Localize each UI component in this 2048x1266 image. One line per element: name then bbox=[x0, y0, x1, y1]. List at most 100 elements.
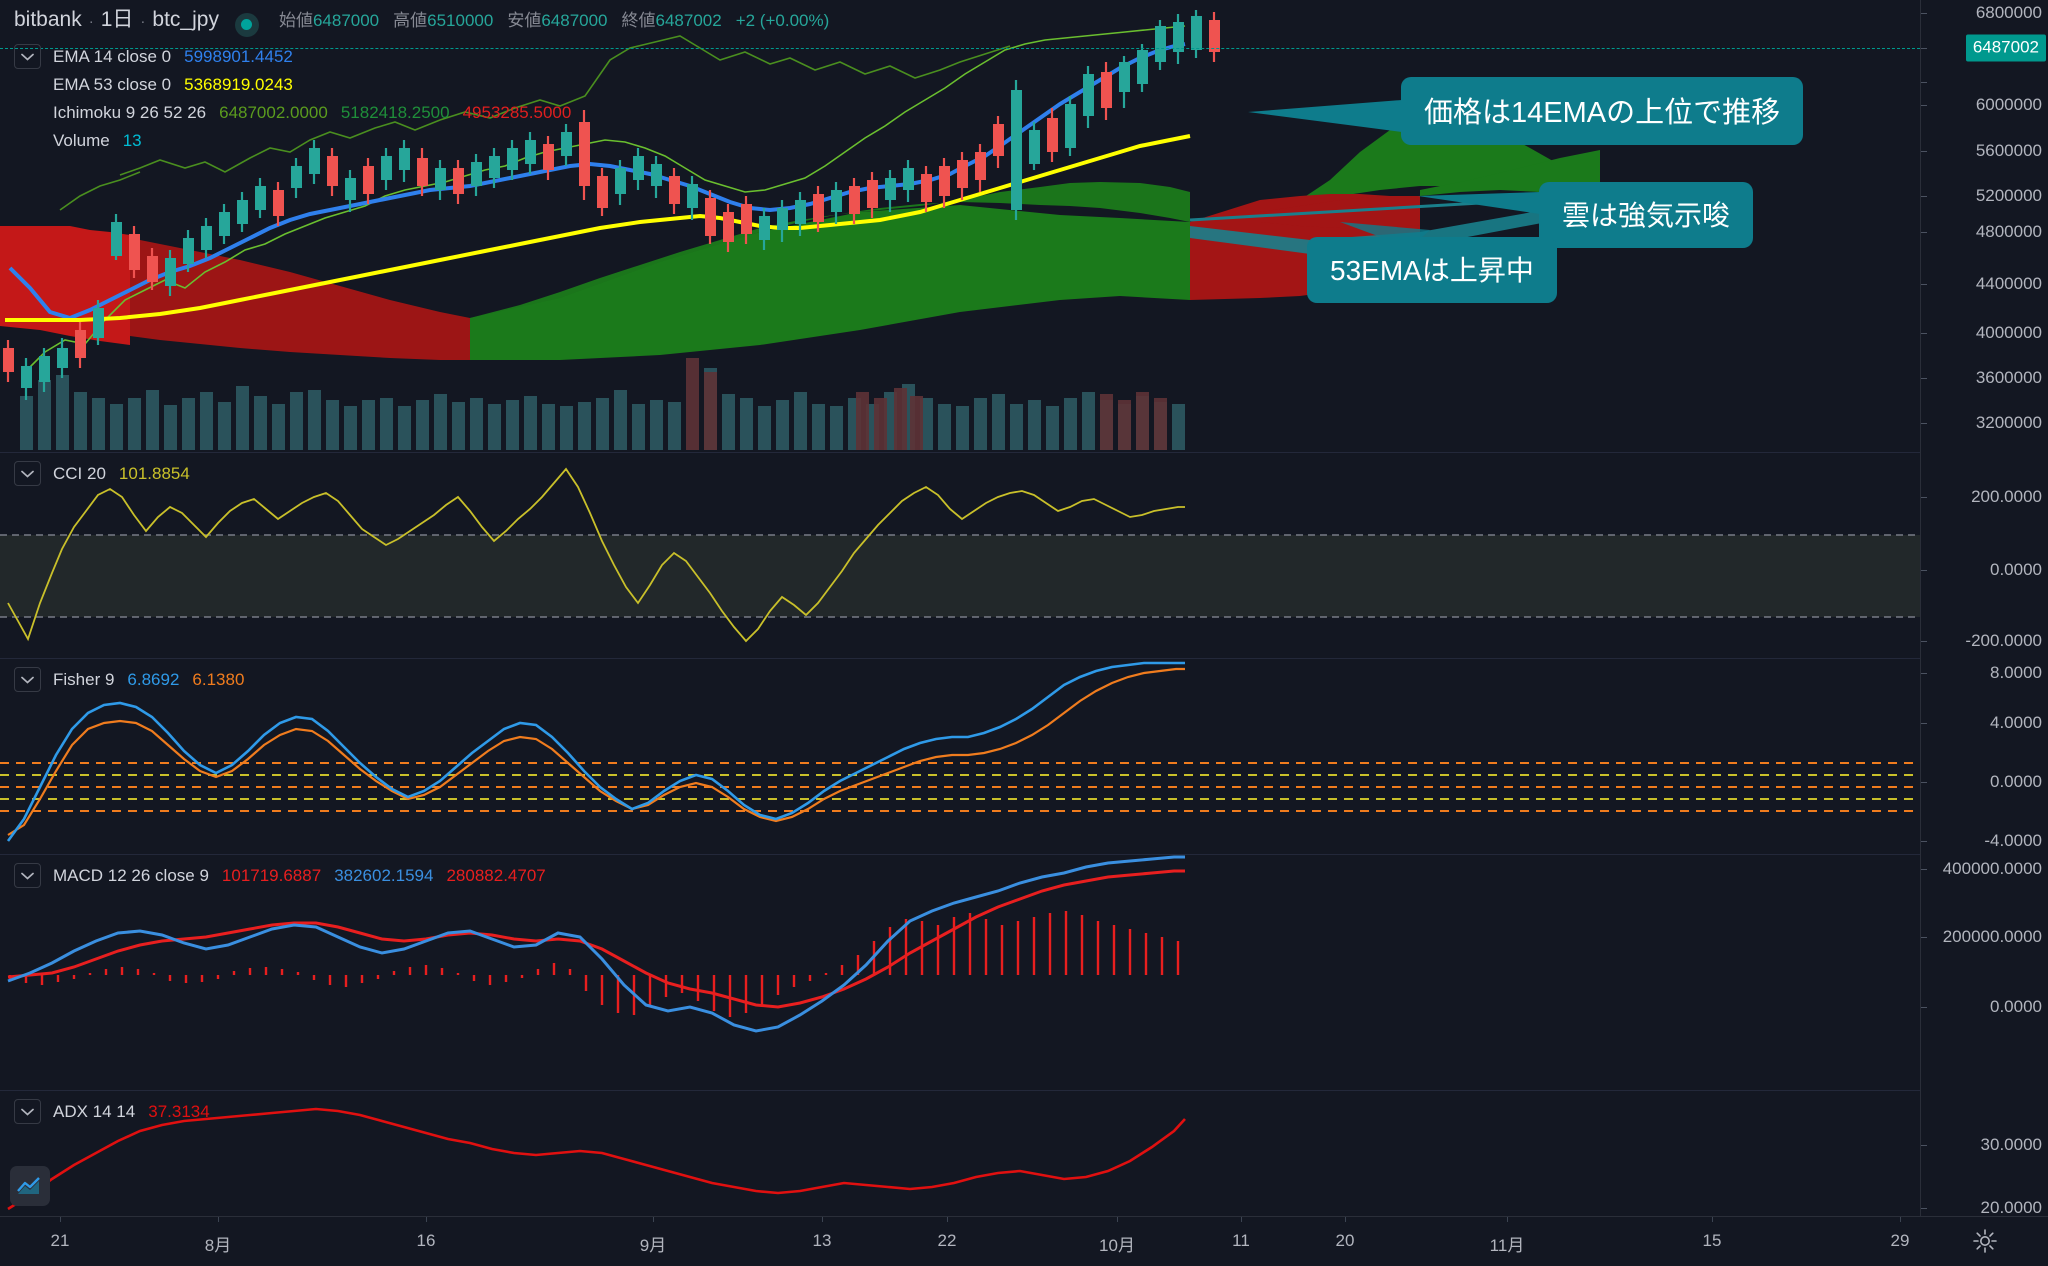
legend-row-ema14[interactable]: EMA 14 close 0 5998901.4452 bbox=[14, 44, 584, 69]
collapse-fisher-button[interactable] bbox=[14, 667, 41, 692]
price-tick-3600000: 3600000 bbox=[1975, 368, 2042, 387]
price-pane[interactable]: EMA 14 close 0 5998901.4452 EMA 53 close… bbox=[0, 0, 1920, 452]
time-label-5: 22 bbox=[937, 1231, 957, 1250]
annotation-53ema-rising[interactable]: 53EMAは上昇中 bbox=[1308, 238, 1556, 302]
gear-icon[interactable] bbox=[1972, 1228, 1998, 1254]
fisher-line bbox=[6, 661, 1185, 842]
adx-tick-20: 20.0000 bbox=[1980, 1198, 2042, 1217]
price-tick-4400000: 4400000 bbox=[1975, 274, 2042, 293]
macd-histogram bbox=[8, 911, 1180, 1017]
cci-pane-graphics bbox=[0, 467, 1920, 643]
current-price-badge: 6487002 bbox=[1965, 34, 2046, 62]
legend-title-adx: ADX 14 14 bbox=[53, 1101, 136, 1121]
legend-row-cci[interactable]: CCI 20 101.8854 bbox=[14, 461, 203, 486]
annotation-text-1: 価格は14EMAの上位で推移 bbox=[1424, 97, 1781, 129]
legend-value-ichimoku-kijun: 5182418.2500 bbox=[340, 102, 450, 122]
legend-row-ichimoku[interactable]: Ichimoku 9 26 52 26 6487002.0000 5182418… bbox=[14, 100, 584, 125]
legend-row-macd[interactable]: MACD 12 26 close 9 101719.6887 382602.15… bbox=[14, 863, 559, 888]
logo-glyph-icon bbox=[17, 1177, 40, 1194]
price-tick-5600000: 5600000 bbox=[1975, 141, 2042, 160]
macd-tick-200000: 200000.0000 bbox=[1942, 927, 2042, 946]
legend-value-cci: 101.8854 bbox=[118, 463, 190, 483]
legend-title-ichimoku: Ichimoku 9 26 52 26 bbox=[53, 102, 207, 122]
legend-row-ema53[interactable]: EMA 53 close 0 5368919.0243 bbox=[14, 72, 584, 97]
fisher-pane[interactable]: Fisher 9 6.8692 6.1380 bbox=[0, 659, 1920, 854]
annotation-price-above-14ema[interactable]: 価格は14EMAの上位で推移 bbox=[1402, 78, 1803, 144]
ohlc-values: 始値 6487000 高値 6510000 安値 6487000 終値 6487… bbox=[279, 6, 829, 31]
collapse-macd-button[interactable] bbox=[14, 863, 41, 888]
cci-tick-neg200: -200.0000 bbox=[1965, 631, 2042, 650]
chevron-down-icon bbox=[21, 872, 34, 880]
exchange-name[interactable]: bitbank bbox=[14, 8, 82, 31]
macd-pane[interactable]: MACD 12 26 close 9 101719.6887 382602.15… bbox=[0, 855, 1920, 1090]
price-pane-graphics bbox=[0, 10, 1601, 450]
annotation-cloud-bullish[interactable]: 雲は強気示唆 bbox=[1540, 183, 1753, 247]
time-axis[interactable]: 21 8月 16 9月 13 22 10月 11 20 11月 15 29 bbox=[0, 1216, 2048, 1266]
symbol-name[interactable]: btc_jpy bbox=[152, 8, 219, 31]
tradingview-logo-icon[interactable] bbox=[10, 1166, 50, 1206]
time-label-2: 16 bbox=[416, 1231, 436, 1250]
volume-ma-line-2 bbox=[59, 171, 141, 211]
cci-pane[interactable]: CCI 20 101.8854 bbox=[0, 453, 1920, 658]
pane-separator-1[interactable] bbox=[0, 452, 2048, 453]
pane-separator-3[interactable] bbox=[0, 854, 2048, 855]
collapse-cci-button[interactable] bbox=[14, 461, 41, 486]
chevron-down-icon bbox=[21, 1108, 34, 1116]
fisher-tick-4: 4.0000 bbox=[1990, 713, 2042, 732]
adx-line bbox=[7, 1107, 1186, 1211]
fisher-levels bbox=[0, 762, 1920, 812]
legend-row-volume[interactable]: Volume 13 bbox=[14, 128, 584, 153]
macd-tick-0: 0.0000 bbox=[1990, 997, 2042, 1016]
header-separator-1: · bbox=[88, 13, 94, 30]
legend-title-fisher: Fisher 9 bbox=[53, 669, 115, 689]
legend-value-ema53: 5368919.0243 bbox=[184, 74, 293, 94]
cci-tick-200: 200.0000 bbox=[1971, 487, 2042, 506]
legend-title-ema14: EMA 14 close 0 bbox=[53, 46, 172, 66]
live-status-dot-icon[interactable] bbox=[234, 12, 259, 37]
time-label-10: 15 bbox=[1702, 1231, 1722, 1250]
cci-legend: CCI 20 101.8854 bbox=[14, 461, 203, 486]
legend-value-fisher: 6.8692 bbox=[127, 669, 180, 689]
ichimoku-cloud-bullish-body bbox=[470, 205, 1190, 360]
time-label-8: 20 bbox=[1335, 1231, 1355, 1250]
pane-separator-2[interactable] bbox=[0, 658, 2048, 659]
legend-title-ema53: EMA 53 close 0 bbox=[53, 74, 172, 94]
fisher-legend: Fisher 9 6.8692 6.1380 bbox=[14, 667, 257, 692]
legend-value-ichimoku-span: 4953285.5000 bbox=[462, 102, 572, 122]
time-label-3: 9月 bbox=[639, 1236, 667, 1255]
cci-line bbox=[7, 467, 1185, 643]
time-label-4: 13 bbox=[812, 1231, 832, 1250]
collapse-ema14-button[interactable] bbox=[14, 44, 41, 69]
ohlc-close-value: 6487002 bbox=[655, 11, 722, 30]
price-tick-6800000: 6800000 bbox=[1975, 3, 2042, 22]
header-separator-2: · bbox=[140, 13, 146, 30]
macd-signal-line bbox=[7, 869, 1185, 1009]
price-tick-5200000: 5200000 bbox=[1975, 186, 2042, 205]
ohlc-open-label: 始値 bbox=[278, 11, 313, 30]
interval-label[interactable]: 1日 bbox=[100, 8, 134, 31]
pane-separator-4[interactable] bbox=[0, 1090, 2048, 1091]
volume-bars bbox=[20, 358, 1185, 450]
time-label-6: 10月 bbox=[1099, 1236, 1135, 1255]
annotation-text-3: 53EMAは上昇中 bbox=[1330, 255, 1534, 286]
macd-legend: MACD 12 26 close 9 101719.6887 382602.15… bbox=[14, 863, 559, 888]
legend-value-macd-signal: 280882.4707 bbox=[446, 865, 546, 885]
ohlc-high-label: 高値 bbox=[393, 11, 428, 30]
time-label-1: 8月 bbox=[204, 1236, 232, 1255]
legend-row-adx[interactable]: ADX 14 14 37.3134 bbox=[14, 1099, 223, 1124]
cci-tick-0: 0.0000 bbox=[1990, 560, 2042, 579]
chevron-down-icon bbox=[21, 676, 34, 684]
legend-value-volume: 13 bbox=[122, 130, 142, 150]
adx-pane[interactable]: ADX 14 14 37.3134 bbox=[0, 1091, 1920, 1216]
candlestick-series bbox=[3, 10, 1220, 400]
collapse-adx-button[interactable] bbox=[14, 1099, 41, 1124]
chevron-down-icon bbox=[21, 53, 34, 61]
ohlc-low-label: 安値 bbox=[507, 11, 542, 30]
price-tick-6000000: 6000000 bbox=[1975, 95, 2042, 114]
legend-value-adx: 37.3134 bbox=[148, 1101, 210, 1121]
adx-tick-30: 30.0000 bbox=[1980, 1135, 2042, 1154]
price-axis[interactable]: 6800000 6400000 6000000 5600000 5200000 … bbox=[1920, 0, 2048, 1217]
legend-row-fisher[interactable]: Fisher 9 6.8692 6.1380 bbox=[14, 667, 257, 692]
fisher-tick-neg4: -4.0000 bbox=[1984, 831, 2042, 850]
